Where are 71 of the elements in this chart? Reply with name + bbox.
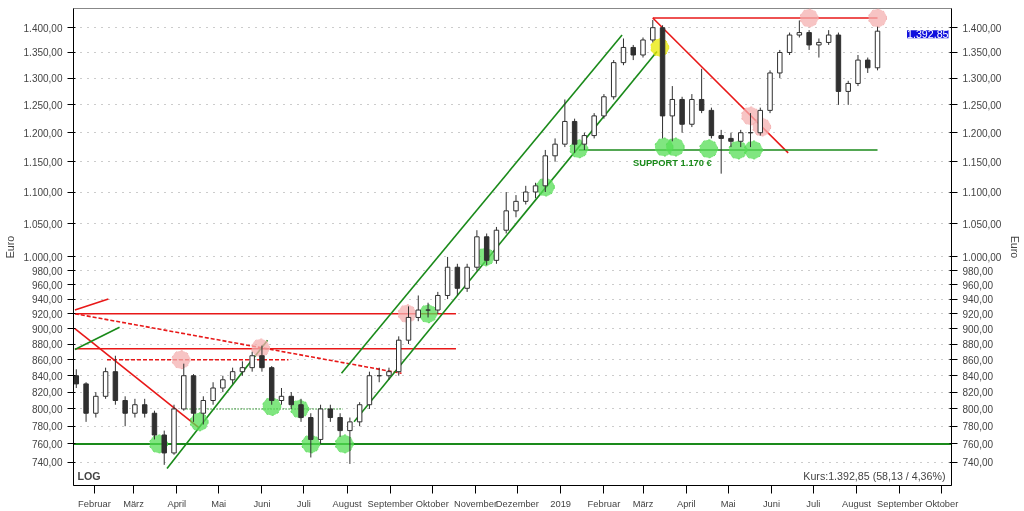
y-tick-label: 1.400,00: [23, 22, 63, 34]
x-tick-label: August: [332, 498, 363, 509]
y-tick-label: 1.250,00: [23, 99, 63, 111]
text: 1.300,00: [962, 73, 1002, 85]
text: 780,00: [962, 421, 994, 433]
y-tick-label: 980,00: [31, 265, 63, 277]
text: 1.100,00: [962, 187, 1002, 198]
text: 900,00: [962, 323, 994, 335]
annotation: Kurs:1.392,85 (58,13 / 4,36%): [803, 469, 946, 482]
text: 840,00: [962, 370, 994, 382]
text: 920,00: [962, 308, 994, 320]
y-tick-label: 740,00: [31, 457, 63, 469]
text: 760,00: [962, 438, 994, 450]
x-tick-label: Juni: [762, 498, 780, 509]
x-tick-label: Oktober: [925, 498, 959, 509]
y-tick-label: 1.050,00: [23, 218, 63, 230]
text: 860,00: [962, 354, 994, 366]
x-tick-label: Februar: [78, 498, 111, 509]
text: 940,00: [962, 294, 994, 306]
annotation: LOG: [77, 469, 101, 482]
x-tick-label: März: [123, 498, 145, 509]
y-tick-label: 920,00: [31, 308, 63, 320]
text: 1.150,00: [962, 156, 1002, 168]
y-tick-label: 1.300,00: [23, 73, 63, 85]
text: 1.400,00: [962, 22, 1002, 34]
text: 800,00: [962, 403, 994, 415]
y-tick-label: 1.100,00: [23, 187, 63, 198]
x-tick-label: Juli: [806, 498, 821, 509]
x-tick-label: Juni: [253, 498, 271, 509]
y-tick-label: 820,00: [31, 387, 63, 399]
y-tick-label: 1.350,00: [23, 47, 63, 59]
text: 1.050,00: [962, 218, 1002, 230]
x-tick-label: März: [632, 498, 654, 509]
y-tick-label: 860,00: [31, 354, 63, 366]
text: 740,00: [962, 457, 994, 469]
x-tick-label: September: [367, 498, 414, 509]
x-tick-label: April: [676, 498, 696, 509]
text: 1.200,00: [962, 127, 1002, 139]
x-tick-label: September: [877, 498, 923, 509]
annotation: SUPPORT 1.170 €: [632, 157, 713, 168]
text: 880,00: [962, 339, 994, 351]
y2-axis-title: Euro: [1009, 235, 1022, 259]
y-tick-label: 940,00: [31, 294, 63, 306]
y-tick-label: 900,00: [31, 323, 63, 335]
text: 1.250,00: [962, 99, 1002, 111]
y-tick-label: 1.200,00: [23, 127, 63, 139]
y-tick-label: 1.000,00: [23, 251, 63, 263]
y-tick-label: 780,00: [31, 421, 63, 433]
x-tick-label: Oktober: [415, 498, 449, 509]
x-tick-label: Mai: [211, 498, 227, 509]
y-tick-label: 880,00: [31, 339, 63, 351]
text: 980,00: [962, 265, 994, 277]
x-tick-label: Dezember: [495, 498, 539, 509]
x-tick-label: November: [454, 498, 498, 509]
x-tick-label: Mai: [720, 498, 736, 509]
y-tick-label: 840,00: [31, 370, 63, 382]
y-axis-title: Euro: [3, 235, 16, 259]
x-tick-label: August: [842, 498, 872, 509]
text: 820,00: [962, 387, 994, 399]
y-tick-label: 800,00: [31, 403, 63, 415]
y-tick-label: 760,00: [31, 438, 63, 450]
y-tick-label: 1.150,00: [23, 156, 63, 168]
x-tick-label: April: [167, 498, 187, 509]
text: 1.000,00: [962, 251, 1002, 263]
text: 1.350,00: [962, 47, 1002, 59]
x-tick-label: 2019: [550, 498, 572, 509]
x-tick-label: Juli: [296, 498, 311, 509]
annotation: 1.392,85: [907, 28, 949, 41]
x-tick-label: Februar: [587, 498, 621, 509]
y-tick-label: 960,00: [31, 279, 63, 291]
text: 960,00: [962, 279, 994, 291]
